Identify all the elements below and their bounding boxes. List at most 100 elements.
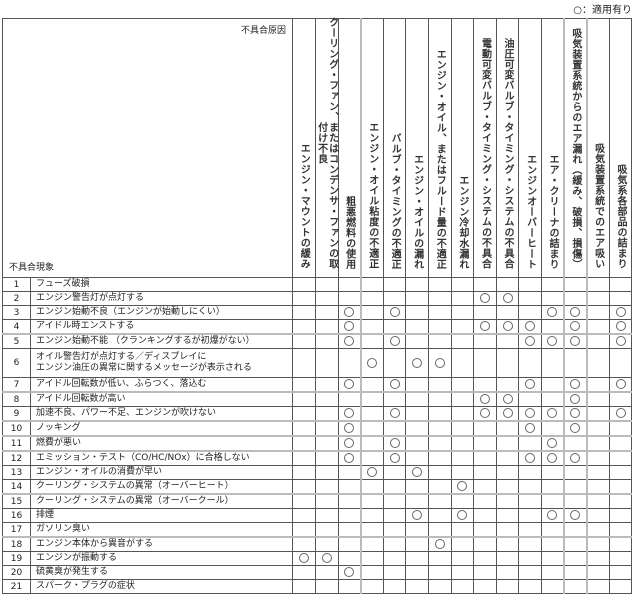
mark-cell bbox=[427, 493, 452, 509]
symptom-text: エンジン始動不良（エンジンが始動しにくい） bbox=[30, 305, 293, 320]
mark-cell bbox=[382, 319, 407, 335]
cause-header: エア・クリーナの詰まり bbox=[540, 18, 566, 278]
mark-cell bbox=[540, 508, 566, 523]
table-row: 16 排煙 bbox=[2, 508, 633, 523]
applicable-circle-icon bbox=[525, 453, 536, 464]
mark-cell bbox=[360, 450, 384, 466]
mark-cell bbox=[563, 305, 588, 320]
applicable-circle-icon bbox=[570, 307, 581, 318]
applicable-circle-icon bbox=[367, 467, 378, 478]
applicable-circle-icon bbox=[457, 481, 468, 492]
mark-cell bbox=[427, 522, 452, 538]
mark-cell bbox=[292, 377, 316, 393]
mark-cell bbox=[586, 536, 610, 552]
mark-cell bbox=[450, 536, 475, 552]
mark-cell bbox=[586, 377, 610, 393]
cause-header: 吸気装置系統でのエア吸い bbox=[586, 18, 610, 278]
row-number: 18 bbox=[2, 536, 31, 552]
mark-cell bbox=[586, 305, 610, 320]
mark-cell bbox=[450, 319, 475, 335]
mark-cell bbox=[337, 450, 362, 466]
mark-cell bbox=[450, 348, 475, 378]
mark-cell bbox=[586, 551, 610, 566]
symptom-text: エンジン始動不能 （クランキングするが初爆がない） bbox=[30, 333, 293, 349]
cause-header: 吸気系各部品の詰まり bbox=[608, 18, 633, 278]
mark-cell bbox=[608, 551, 633, 566]
mark-cell bbox=[495, 508, 520, 523]
applicable-circle-icon bbox=[570, 336, 581, 347]
mark-cell bbox=[292, 450, 316, 466]
table-row: 1 フューズ破損 bbox=[2, 277, 633, 292]
mark-cell bbox=[405, 333, 429, 349]
mark-cell bbox=[427, 391, 452, 407]
table-row: 10 ノッキング bbox=[2, 420, 633, 437]
mark-cell bbox=[450, 420, 475, 437]
mark-cell bbox=[382, 551, 407, 566]
mark-cell bbox=[337, 420, 362, 437]
table-row: 19 エンジンが振動する bbox=[2, 551, 633, 566]
mark-cell bbox=[563, 536, 588, 552]
mark-cell bbox=[586, 465, 610, 480]
mark-cell bbox=[540, 277, 566, 292]
row-number: 11 bbox=[2, 435, 31, 452]
mark-cell bbox=[473, 420, 497, 437]
mark-cell bbox=[608, 406, 633, 422]
applicable-circle-icon bbox=[547, 307, 558, 318]
mark-cell bbox=[360, 522, 384, 538]
applicable-circle-icon bbox=[547, 453, 558, 464]
mark-cell bbox=[540, 333, 566, 349]
row-number: 4 bbox=[2, 319, 31, 335]
mark-cell bbox=[473, 565, 497, 580]
mark-cell bbox=[495, 536, 520, 552]
row-number: 14 bbox=[2, 479, 31, 495]
mark-cell bbox=[518, 479, 542, 495]
mark-cell bbox=[337, 479, 362, 495]
table-row: 5 エンジン始動不能 （クランキングするが初爆がない） bbox=[2, 333, 633, 349]
mark-cell bbox=[563, 277, 588, 292]
applicable-circle-icon bbox=[457, 510, 468, 521]
mark-cell bbox=[495, 319, 520, 335]
mark-cell bbox=[292, 406, 316, 422]
mark-cell bbox=[540, 536, 566, 552]
applicable-circle-icon bbox=[502, 408, 513, 419]
mark-cell bbox=[473, 277, 497, 292]
mark-cell bbox=[314, 522, 339, 538]
row-number: 16 bbox=[2, 508, 31, 523]
mark-cell bbox=[495, 565, 520, 580]
mark-cell bbox=[382, 305, 407, 320]
mark-cell bbox=[450, 479, 475, 495]
mark-cell bbox=[360, 277, 384, 292]
mark-cell bbox=[563, 333, 588, 349]
applicable-circle-icon bbox=[547, 408, 558, 419]
symptom-text: オイル警告灯が点灯する／ディスプレイに エンジン油圧の異常に関するメッセージが表… bbox=[30, 348, 293, 378]
mark-cell bbox=[382, 465, 407, 480]
mark-cell bbox=[450, 551, 475, 566]
mark-cell bbox=[405, 305, 429, 320]
applicable-circle-icon bbox=[570, 379, 581, 390]
mark-cell bbox=[337, 406, 362, 422]
applicable-circle-icon bbox=[344, 567, 355, 578]
symptom-text: アイドル時エンストする bbox=[30, 319, 293, 335]
mark-cell bbox=[450, 377, 475, 393]
mark-cell bbox=[495, 377, 520, 393]
mark-cell bbox=[292, 435, 316, 452]
mark-cell bbox=[518, 420, 542, 437]
symptom-text: エンジン・オイルの消費が早い bbox=[30, 465, 293, 480]
applicable-circle-icon bbox=[344, 423, 355, 434]
cause-header: 粗悪燃料の使用 bbox=[337, 18, 362, 278]
mark-cell bbox=[314, 565, 339, 580]
row-number: 13 bbox=[2, 465, 31, 480]
mark-cell bbox=[608, 450, 633, 466]
mark-cell bbox=[292, 277, 316, 292]
row-number: 19 bbox=[2, 551, 31, 566]
mark-cell bbox=[427, 319, 452, 335]
mark-cell bbox=[292, 391, 316, 407]
mark-cell bbox=[292, 493, 316, 509]
mark-cell bbox=[518, 435, 542, 452]
applicable-circle-icon bbox=[389, 379, 400, 390]
mark-cell bbox=[473, 406, 497, 422]
cause-header: クーリング・ファン、またはコンデンサ・ファンの取付け不良 bbox=[314, 17, 339, 278]
mark-cell bbox=[563, 319, 588, 335]
mark-cell bbox=[540, 391, 566, 407]
mark-cell bbox=[360, 508, 384, 523]
